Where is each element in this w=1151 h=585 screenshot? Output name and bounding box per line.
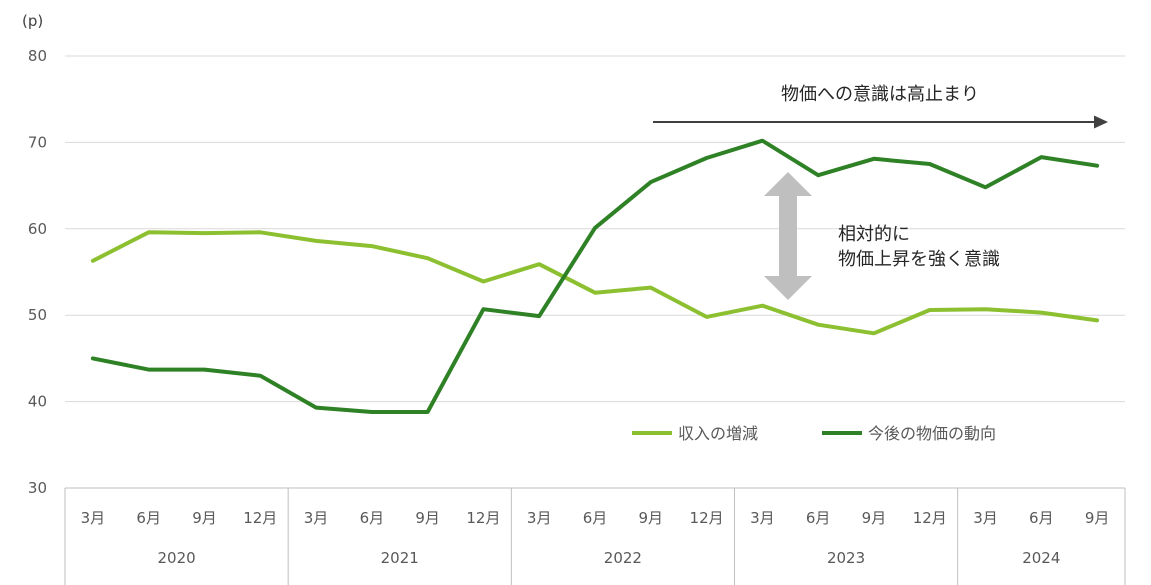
x-category-label: 9月 (639, 509, 664, 527)
series-point (370, 410, 374, 414)
y-tick-label: 70 (28, 133, 47, 151)
x-category-label: 3月 (81, 509, 106, 527)
x-category-label: 9月 (192, 509, 217, 527)
x-category-label: 12月 (913, 509, 947, 527)
series-point (760, 139, 764, 143)
x-category-label: 9月 (415, 509, 440, 527)
series-point (816, 323, 820, 327)
x-category-label: 6月 (806, 509, 831, 527)
series-point (649, 286, 653, 290)
series-layer (90, 138, 1100, 414)
x-category-label: 12月 (690, 509, 724, 527)
x-category-label: 12月 (243, 509, 277, 527)
x-category-label: 6月 (1029, 509, 1054, 527)
gap-annotation-line1: 相対的に (838, 224, 910, 245)
legend-label: 今後の物価の動向 (868, 424, 996, 443)
series-point (258, 230, 262, 234)
series-point (537, 314, 541, 318)
x-category-label: 9月 (1085, 509, 1110, 527)
series-point (481, 280, 485, 284)
series-point (147, 368, 151, 372)
series-point (202, 368, 206, 372)
x-category-label: 3月 (527, 509, 552, 527)
x-axis: 3月 6月 9月 12月 3月 6月 9月 12月 3月 6月 9月 12月 3月 6月 9月 12月 3月 6月… (64, 487, 1126, 585)
y-axis-ticks: 30 40 50 60 70 80 (28, 47, 47, 497)
series-point (258, 374, 262, 378)
series-point (984, 185, 988, 189)
y-tick-label: 30 (28, 479, 47, 497)
series-point (481, 307, 485, 311)
x-category-label: 6月 (360, 509, 385, 527)
series-point (370, 244, 374, 248)
series-line-1 (90, 138, 1100, 414)
x-category-label: 6月 (136, 509, 161, 527)
series-point (147, 230, 151, 234)
x-category-label: 9月 (862, 509, 887, 527)
series-point (1039, 311, 1043, 315)
x-category-label: 3月 (973, 509, 998, 527)
series-point (537, 262, 541, 266)
y-tick-label: 50 (28, 306, 47, 324)
x-year-label: 2022 (604, 549, 642, 567)
series-point (91, 259, 95, 263)
series-point (984, 307, 988, 311)
series-point (593, 291, 597, 295)
series-point (816, 173, 820, 177)
x-year-label: 2021 (381, 549, 419, 567)
series-point (314, 406, 318, 410)
x-category-label: 12月 (466, 509, 500, 527)
series-point (91, 356, 95, 360)
series-point (760, 304, 764, 308)
y-tick-label: 60 (28, 220, 47, 238)
y-axis-unit: (p) (22, 12, 43, 30)
x-year-label: 2023 (827, 549, 865, 567)
x-year-label: 2020 (157, 549, 195, 567)
series-point (705, 156, 709, 160)
series-point (426, 410, 430, 414)
series-point (1095, 318, 1099, 322)
y-tick-label: 40 (28, 393, 47, 411)
legend: 収入の増減 今後の物価の動向 (632, 424, 996, 443)
trend-arrow (653, 115, 1108, 129)
trend-annotation: 物価への意識は高止まり (781, 84, 979, 105)
series-point (649, 180, 653, 184)
x-category-label: 6月 (583, 509, 608, 527)
series-point (928, 308, 932, 312)
x-year-label: 2024 (1022, 549, 1060, 567)
y-tick-label: 80 (28, 47, 47, 65)
legend-label: 収入の増減 (678, 424, 758, 443)
gap-annotation-line2: 物価上昇を強く意識 (838, 249, 1000, 270)
series-point (593, 226, 597, 230)
x-category-label: 3月 (750, 509, 775, 527)
series-point (202, 231, 206, 235)
series-point (1039, 155, 1043, 159)
series-point (872, 157, 876, 161)
series-point (426, 256, 430, 260)
series-point (872, 331, 876, 335)
series-point (314, 239, 318, 243)
series-line-0 (90, 230, 1100, 336)
gap-double-arrow (764, 172, 812, 300)
series-point (1095, 164, 1099, 168)
x-category-label: 3月 (304, 509, 329, 527)
series-point (705, 315, 709, 319)
series-point (928, 162, 932, 166)
